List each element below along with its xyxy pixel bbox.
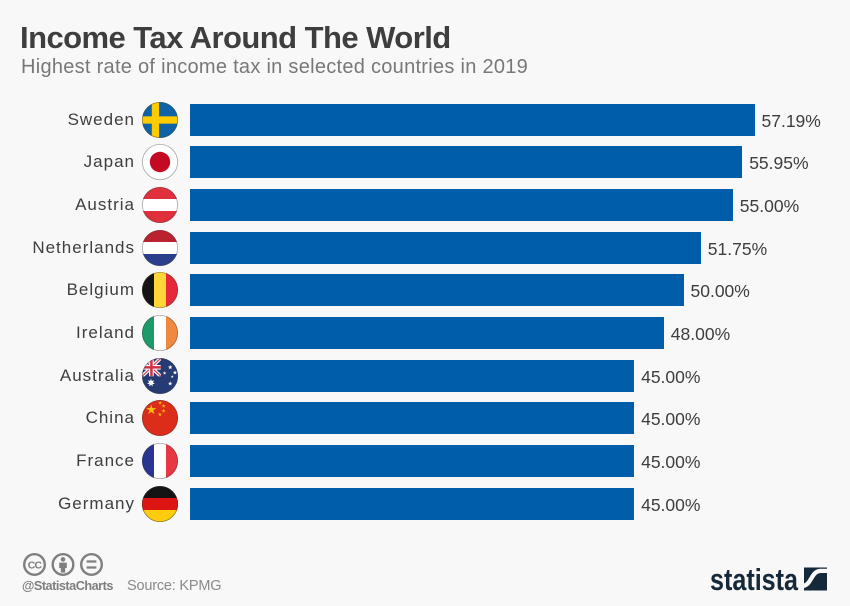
svg-text:CC: CC	[28, 560, 43, 572]
svg-text:statista: statista	[710, 562, 799, 597]
